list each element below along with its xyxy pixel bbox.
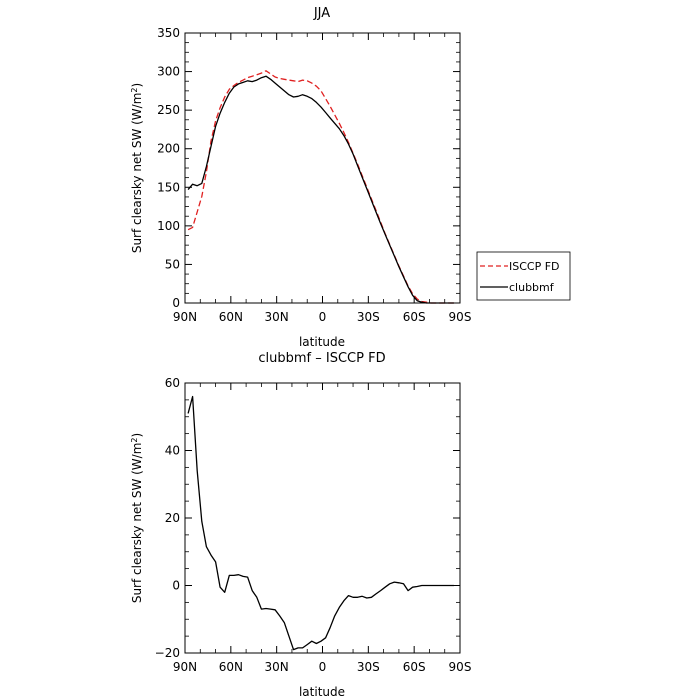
top-legend: ISCCP FD clubbmf bbox=[476, 251, 571, 301]
legend-label-isccp: ISCCP FD bbox=[509, 260, 560, 273]
bottom-xtick-label: 90N bbox=[173, 660, 197, 674]
top-x-axis-label: latitude bbox=[299, 335, 345, 349]
bottom-xtick-label: 60N bbox=[219, 660, 243, 674]
bottom-ytick-label: 40 bbox=[165, 444, 180, 458]
bottom-plot-frame bbox=[184, 382, 461, 654]
top-plot-frame bbox=[184, 32, 461, 304]
top-chart: JJA 0 50 100 150 200 250 300 350 90N 60N 30N 0 30S 6… bbox=[130, 6, 571, 349]
bottom-series-line-0 bbox=[187, 395, 454, 651]
bottom-series bbox=[187, 395, 454, 651]
bottom-xtick-label: 30S bbox=[357, 660, 380, 674]
top-xtick-label: 30N bbox=[265, 310, 289, 324]
top-ytick-label: 50 bbox=[165, 257, 180, 271]
top-y-ticks: 0 50 100 150 200 250 300 350 bbox=[157, 26, 460, 310]
top-ytick-label: 150 bbox=[157, 180, 180, 194]
bottom-chart: clubbmf – ISCCP FD −20 0 20 40 60 90N 60N 30N 0… bbox=[130, 351, 471, 699]
top-ytick-label: 350 bbox=[157, 26, 180, 40]
bottom-xtick-label: 90S bbox=[449, 660, 472, 674]
top-ytick-label: 0 bbox=[172, 296, 180, 310]
bottom-x-axis-label: latitude bbox=[299, 685, 345, 699]
bottom-xtick-label: 30N bbox=[265, 660, 289, 674]
top-xtick-label: 90S bbox=[449, 310, 472, 324]
top-xtick-label: 60N bbox=[219, 310, 243, 324]
bottom-ytick-label: 0 bbox=[172, 579, 180, 593]
top-chart-title: JJA bbox=[313, 6, 330, 21]
top-ytick-label: 250 bbox=[157, 103, 180, 117]
top-xtick-label: 90N bbox=[173, 310, 197, 324]
legend-label-clubbmf: clubbmf bbox=[509, 281, 555, 294]
bottom-y-axis-label: Surf clearsky net SW (W/m2) bbox=[130, 433, 144, 603]
bottom-x-ticks: 90N 60N 30N 0 30S 60S 90S bbox=[173, 383, 472, 674]
top-xtick-label: 0 bbox=[319, 310, 327, 324]
top-series-line-isccp-fd bbox=[187, 70, 454, 304]
bottom-xtick-label: 60S bbox=[403, 660, 426, 674]
legend-box bbox=[476, 251, 571, 301]
bottom-xtick-label: 0 bbox=[319, 660, 327, 674]
top-xtick-label: 30S bbox=[357, 310, 380, 324]
top-ytick-label: 300 bbox=[157, 65, 180, 79]
top-series bbox=[187, 70, 454, 304]
bottom-ytick-label: 20 bbox=[165, 511, 180, 525]
bottom-ytick-label: −20 bbox=[155, 646, 180, 660]
bottom-chart-title: clubbmf – ISCCP FD bbox=[258, 351, 385, 366]
bottom-y-ticks: −20 0 20 40 60 bbox=[155, 376, 460, 660]
top-ytick-label: 100 bbox=[157, 219, 180, 233]
bottom-ytick-label: 60 bbox=[165, 376, 180, 390]
top-x-ticks: 90N 60N 30N 0 30S 60S 90S bbox=[173, 33, 472, 324]
top-ytick-label: 200 bbox=[157, 142, 180, 156]
top-y-axis-label: Surf clearsky net SW (W/m2) bbox=[130, 83, 144, 253]
top-series-line-clubbmf bbox=[187, 75, 454, 304]
top-xtick-label: 60S bbox=[403, 310, 426, 324]
